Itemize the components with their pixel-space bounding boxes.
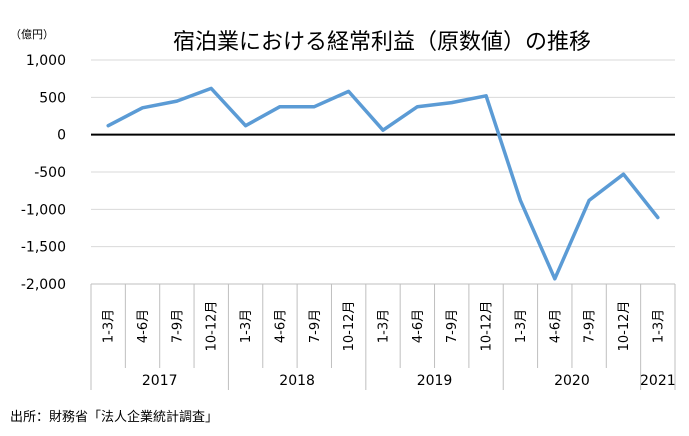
x-tick-label: 7-9月	[445, 309, 460, 343]
x-tick-label: 1-3月	[102, 309, 117, 343]
x-tick-label: 7-9月	[170, 309, 185, 343]
x-tick-label: 10-12月	[617, 301, 632, 352]
x-tick-label: 7-9月	[583, 309, 598, 343]
x-axis: 1-3月 4-6月 7-9月 10-12月 1-3月 4-6月 7-9月 10-12月 1-3月…	[90, 283, 676, 390]
x-year-label: 2018	[279, 373, 315, 389]
y-tick-label: 500	[39, 90, 66, 106]
y-axis-ticks: 1,000 500 0 -500 -1,000 -1,500 -2,000	[21, 53, 66, 293]
x-year-label: 2017	[142, 373, 178, 389]
y-tick-label: -1,000	[21, 202, 66, 218]
x-tick-label: 10-12月	[480, 301, 495, 352]
y-unit-label: （億円）	[10, 28, 54, 41]
gridlines	[91, 59, 675, 285]
x-year-label: 2020	[554, 373, 590, 389]
y-tick-label: -1,500	[21, 240, 66, 256]
x-tick-label: 10-12月	[342, 301, 357, 352]
source-note: 出所：財務省「法人企業統計調査」	[10, 409, 218, 425]
x-year-label: 2021	[640, 373, 676, 389]
series-line-group	[106, 86, 660, 281]
x-tick-label: 4-6月	[411, 309, 426, 343]
y-tick-label: 0	[57, 128, 66, 144]
x-tick-label: 7-9月	[308, 309, 323, 343]
x-tick-label: 4-6月	[136, 309, 151, 343]
y-tick-label: -500	[34, 165, 66, 181]
series-line	[106, 86, 660, 281]
chart-title: 宿泊業における経常利益（原数値）の推移	[173, 30, 591, 55]
x-year-label: 2019	[417, 373, 453, 389]
x-tick-label: 1-3月	[377, 309, 392, 343]
x-tick-label: 1-3月	[239, 309, 254, 343]
x-tick-label: 1-3月	[514, 309, 529, 343]
y-tick-label: -2,000	[21, 277, 66, 293]
x-tick-label: 4-6月	[548, 309, 563, 343]
x-tick-label: 1-3月	[651, 309, 666, 343]
x-tick-label: 4-6月	[273, 309, 288, 343]
y-tick-label: 1,000	[26, 53, 66, 69]
x-tick-label: 10-12月	[205, 301, 220, 352]
